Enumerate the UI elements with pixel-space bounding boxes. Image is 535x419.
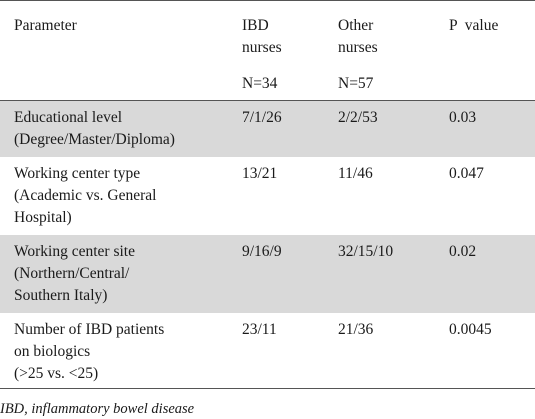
- cell-parameter: Educational level (Degree/Master/Diploma…: [14, 109, 175, 148]
- cell-other-nurses: 11/46: [338, 164, 373, 182]
- header-p-value: P value: [449, 1, 535, 101]
- cell-parameter: Working center type (Academic vs. Genera…: [14, 164, 157, 226]
- header-parameter-label: Parameter: [14, 17, 77, 34]
- table-row: Number of IBD patients on biologics (>25…: [0, 313, 535, 389]
- header-ibd-nurses: IBD nurses N=34: [242, 1, 338, 101]
- cell-parameter: Working center site (Northern/Central/ S…: [14, 242, 135, 304]
- cell-p-value: 0.047: [449, 164, 484, 182]
- cell-ibd-nurses: 23/11: [242, 320, 277, 338]
- cell-other-nurses: 2/2/53: [338, 109, 378, 126]
- header-other-nurses-count: N=57: [338, 75, 374, 92]
- table-header-row: Parameter IBD nurses N=34 Other nurses N…: [0, 0, 535, 101]
- cell-other-nurses: 32/15/10: [338, 242, 394, 260]
- cell-ibd-nurses: 9/16/9: [242, 242, 282, 260]
- header-ibd-nurses-count: N=34: [242, 75, 278, 92]
- cell-p-value: 0.0045: [449, 320, 492, 338]
- header-p-value-label: P value: [449, 17, 499, 34]
- comparison-table-container: Parameter IBD nurses N=34 Other nurses N…: [0, 0, 535, 389]
- table-row: Working center site (Northern/Central/ S…: [0, 234, 535, 313]
- cell-other-nurses: 21/36: [338, 320, 374, 338]
- table-footnote: IBD, inflammatory bowel disease: [0, 401, 195, 417]
- cell-p-value: 0.02: [449, 242, 477, 260]
- comparison-table: Parameter IBD nurses N=34 Other nurses N…: [0, 0, 535, 389]
- header-ibd-nurses-label: IBD nurses: [242, 17, 282, 56]
- cell-ibd-nurses: 13/21: [242, 164, 278, 182]
- cell-p-value: 0.03: [449, 109, 477, 126]
- header-other-nurses-label: Other nurses: [338, 17, 378, 56]
- table-row: Educational level (Degree/Master/Diploma…: [0, 100, 535, 157]
- table-row: Working center type (Academic vs. Genera…: [0, 157, 535, 235]
- cell-ibd-nurses: 7/1/26: [242, 109, 282, 126]
- cell-parameter: Number of IBD patients on biologics (>25…: [14, 320, 165, 382]
- header-other-nurses: Other nurses N=57: [338, 1, 449, 101]
- header-parameter: Parameter: [0, 1, 242, 101]
